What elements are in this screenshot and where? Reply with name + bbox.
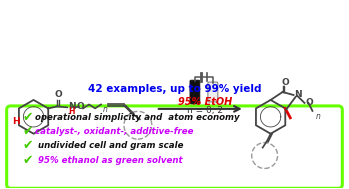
Text: N: N — [295, 90, 302, 98]
Text: H: H — [12, 117, 20, 126]
Text: ✔: ✔ — [23, 111, 33, 124]
Text: n = 0, 2: n = 0, 2 — [187, 106, 223, 115]
Text: n: n — [315, 112, 320, 121]
Text: O: O — [76, 102, 84, 111]
Text: undivided cell and gram scale: undivided cell and gram scale — [35, 141, 183, 150]
FancyBboxPatch shape — [208, 82, 218, 102]
Text: n: n — [103, 105, 108, 114]
Text: 95% ethanol as green solvent: 95% ethanol as green solvent — [35, 156, 182, 165]
Text: O: O — [305, 98, 313, 107]
Text: ✔: ✔ — [23, 154, 33, 167]
Text: 95% EtOH: 95% EtOH — [178, 97, 232, 107]
Text: O: O — [54, 91, 62, 99]
Text: 42 examples, up to 99% yield: 42 examples, up to 99% yield — [88, 84, 262, 94]
Text: catalyst-, oxidant-, additive-free: catalyst-, oxidant-, additive-free — [35, 127, 193, 136]
Text: H: H — [68, 107, 75, 116]
Text: ✔: ✔ — [23, 139, 33, 152]
Text: operational simplicity and  atom economy: operational simplicity and atom economy — [35, 113, 239, 122]
Text: O: O — [282, 78, 289, 87]
FancyBboxPatch shape — [7, 106, 342, 188]
Text: N: N — [68, 102, 76, 111]
Text: ✔: ✔ — [23, 125, 33, 138]
FancyBboxPatch shape — [190, 80, 200, 104]
